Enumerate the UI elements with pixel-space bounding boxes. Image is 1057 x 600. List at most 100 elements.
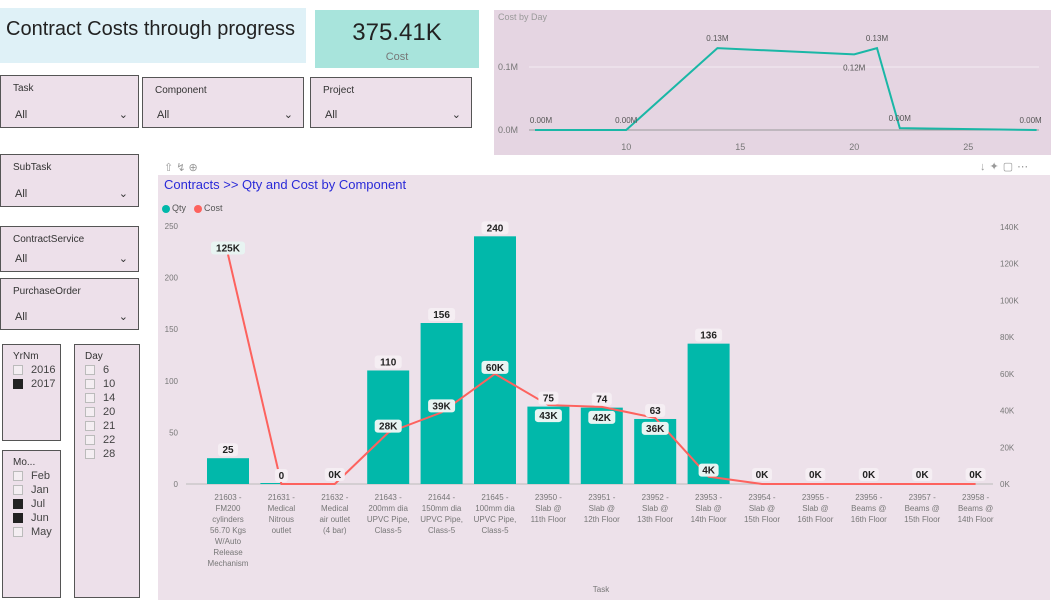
x-category-label: 23956 -Beams @16th Floor xyxy=(851,493,887,524)
checkbox-item[interactable]: 2017 xyxy=(3,376,60,390)
cost-line xyxy=(535,46,1037,131)
checkbox-item[interactable]: 2016 xyxy=(3,362,60,376)
checkbox[interactable] xyxy=(85,449,95,459)
checkbox-label: May xyxy=(31,526,52,538)
checkbox[interactable] xyxy=(85,365,95,375)
checkbox-item[interactable]: Feb xyxy=(3,468,60,482)
page-title: Contract Costs through progress xyxy=(0,8,306,63)
checkbox-item[interactable]: Jan xyxy=(3,482,60,496)
data-label-bg xyxy=(645,403,666,417)
data-label: 39K xyxy=(432,401,451,412)
component-slicer[interactable]: Component All ⌄ xyxy=(142,77,304,128)
data-label: 0.00M xyxy=(889,114,912,123)
checkbox-item[interactable]: 21 xyxy=(75,418,139,432)
y-tick-label: 0.0M xyxy=(498,125,518,135)
contractservice-slicer[interactable]: ContractService All ⌄ xyxy=(0,226,139,272)
checkbox-label: Jan xyxy=(31,484,49,496)
x-tick-label: 25 xyxy=(963,142,973,152)
kpi-card: 375.41K Cost xyxy=(315,10,479,68)
subtask-slicer[interactable]: SubTask All ⌄ xyxy=(0,154,139,207)
checkbox[interactable] xyxy=(13,513,23,523)
data-label: 136 xyxy=(700,331,717,342)
checkbox[interactable] xyxy=(13,499,23,509)
slicer-label: Day xyxy=(85,351,103,362)
checkbox[interactable] xyxy=(13,527,23,537)
data-label-bg xyxy=(481,360,509,374)
checkbox[interactable] xyxy=(85,435,95,445)
checkbox-label: 22 xyxy=(103,434,116,446)
checkbox-label: 20 xyxy=(103,406,116,418)
data-label: 0K xyxy=(862,470,876,481)
data-label: 42K xyxy=(593,413,612,424)
project-slicer[interactable]: Project All ⌄ xyxy=(310,77,472,128)
checkbox-item[interactable]: 28 xyxy=(75,446,139,460)
chevron-down-icon[interactable]: ⌄ xyxy=(118,188,128,200)
legend-qty[interactable]: Qty xyxy=(162,203,186,213)
checkbox[interactable] xyxy=(13,471,23,481)
chevron-down-icon[interactable]: ⌄ xyxy=(451,109,461,121)
y-right-tick-label: 40K xyxy=(1000,407,1015,416)
x-category-label: 23951 -Slab @12th Floor xyxy=(584,493,620,524)
data-label-bg xyxy=(274,469,288,482)
yrnm-slicer: YrNm 2016 2017 xyxy=(2,344,61,441)
checkbox[interactable] xyxy=(85,379,95,389)
checkbox-item[interactable]: 14 xyxy=(75,390,139,404)
chart-legend: Qty Cost xyxy=(162,203,223,213)
slicer-label: Project xyxy=(323,85,355,96)
drill-icons[interactable]: ⇧ ↯ ⊕ xyxy=(164,162,198,174)
checkbox-item[interactable]: 6 xyxy=(75,362,139,376)
checkbox[interactable] xyxy=(85,421,95,431)
kpi-label: Cost xyxy=(385,51,409,63)
chevron-down-icon[interactable]: ⌄ xyxy=(118,253,128,265)
x-category-label: 21603 -FM200 cylinders 56.70 Kgs W/Auto Rele… xyxy=(208,493,249,568)
checkbox-item[interactable]: May xyxy=(3,524,60,538)
data-label-bg xyxy=(428,308,456,322)
data-label: 156 xyxy=(433,310,450,321)
y-right-tick-label: 120K xyxy=(1000,260,1019,269)
data-label: 0 xyxy=(279,471,285,482)
checkbox-label: Feb xyxy=(31,470,50,482)
data-label: 240 xyxy=(487,223,504,234)
x-category-label: 21631 -Medical Nitrous outlet xyxy=(268,493,296,535)
checkbox[interactable] xyxy=(13,485,23,495)
data-label-bg xyxy=(481,221,509,235)
day-slicer: Day 6 10 14 20 21 22 28 xyxy=(74,344,140,598)
checkbox[interactable] xyxy=(13,379,23,389)
data-label: 0K xyxy=(809,470,823,481)
chevron-down-icon[interactable]: ⌄ xyxy=(118,311,128,323)
chart-title: Contracts >> Qty and Cost by Component xyxy=(164,177,407,192)
data-label-bg xyxy=(211,241,245,255)
checkbox-label: 14 xyxy=(103,392,116,404)
chart-title: Cost by Day xyxy=(498,12,548,22)
y-left-tick-label: 50 xyxy=(169,428,178,437)
y-right-tick-label: 0K xyxy=(1000,480,1010,489)
slicer-label: Task xyxy=(13,83,34,94)
cost-by-day-chart: Cost by Day 0.0M 0.1M 10 15 20 25 0.00M 0.00M 0.… xyxy=(494,10,1051,155)
data-label: 0K xyxy=(969,470,983,481)
checkbox[interactable] xyxy=(13,365,23,375)
data-label-bg xyxy=(591,392,612,406)
chevron-down-icon[interactable]: ⌄ xyxy=(283,109,293,121)
task-slicer[interactable]: Task All ⌄ xyxy=(0,75,139,128)
purchaseorder-slicer[interactable]: PurchaseOrder All ⌄ xyxy=(0,278,139,330)
legend-cost[interactable]: Cost xyxy=(194,203,223,213)
chevron-down-icon[interactable]: ⌄ xyxy=(118,109,128,121)
visual-header-icons[interactable]: ↓✦▢⋯ xyxy=(980,161,1033,173)
combo-chart-svg: 0501001502002500K20K40K60K80K100K120K140… xyxy=(165,221,1019,594)
x-category-label: 23952 -Slab @13th Floor xyxy=(637,493,673,524)
data-label: 74 xyxy=(596,395,608,406)
checkbox-item[interactable]: 22 xyxy=(75,432,139,446)
checkbox-item[interactable]: 20 xyxy=(75,404,139,418)
checkbox-item[interactable]: 10 xyxy=(75,376,139,390)
slicer-label: SubTask xyxy=(13,162,52,173)
checkbox-item[interactable]: Jul xyxy=(3,496,60,510)
checkbox[interactable] xyxy=(85,393,95,403)
data-label-bg xyxy=(374,419,402,433)
checkbox-label: 21 xyxy=(103,420,116,432)
x-category-label: 23957 -Beams @15th Floor xyxy=(904,493,940,524)
month-slicer: Mo... Feb Jan Jul Jun May xyxy=(2,450,61,598)
x-category-label: 23953 -Slab @14th Floor xyxy=(691,493,727,524)
checkbox-item[interactable]: Jun xyxy=(3,510,60,524)
data-label: 0K xyxy=(328,470,342,481)
checkbox[interactable] xyxy=(85,407,95,417)
